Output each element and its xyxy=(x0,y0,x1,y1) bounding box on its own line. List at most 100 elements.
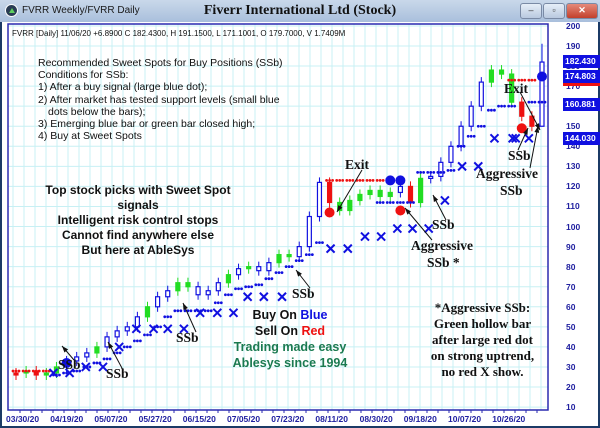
x-tick-label: 07/05/20 xyxy=(227,414,261,424)
support-dot xyxy=(456,144,460,148)
support-dot xyxy=(247,285,251,289)
support-dot xyxy=(426,170,430,174)
support-dot xyxy=(510,104,514,108)
stop-dot xyxy=(331,179,334,182)
stop-dot xyxy=(510,78,514,82)
stop-dot xyxy=(34,369,38,373)
stop-dot xyxy=(381,179,385,182)
buy-line: Buy On Blue xyxy=(225,307,355,323)
price-bar xyxy=(397,185,403,194)
support-dot xyxy=(244,285,248,289)
stop-dot xyxy=(365,179,369,182)
support-dot xyxy=(462,144,466,148)
y-tick-label: 40 xyxy=(566,341,576,352)
support-dot xyxy=(92,361,96,365)
arrow-head-icon xyxy=(108,342,114,349)
price-bar xyxy=(13,372,19,376)
window-caption: FVRR Weekly/FVRR Daily xyxy=(22,5,140,16)
stop-dot xyxy=(341,179,345,182)
support-dot xyxy=(224,293,227,297)
support-dot xyxy=(118,351,122,355)
price-bar xyxy=(155,296,161,308)
stop-dot xyxy=(513,78,517,82)
price-bar xyxy=(124,326,130,332)
support-dot xyxy=(416,170,420,174)
ssb-label: SSb xyxy=(292,286,315,301)
price-bar xyxy=(205,290,211,296)
arrow-head-icon xyxy=(337,205,343,212)
price-bar xyxy=(519,101,525,117)
support-dot xyxy=(466,134,470,138)
stop-dot xyxy=(11,369,15,373)
x-mark xyxy=(440,195,450,206)
x-mark xyxy=(195,308,205,318)
ssb-label: SSb xyxy=(500,183,523,198)
annotation-arrow xyxy=(336,169,363,213)
support-dot xyxy=(537,100,541,104)
y-tick-label: 150 xyxy=(566,121,581,132)
close-button[interactable]: ✕ xyxy=(566,3,598,19)
stop-dot xyxy=(335,179,339,182)
ssb-label: SSb xyxy=(106,366,129,381)
sell-line: Sell On Red xyxy=(225,323,355,339)
support-dot xyxy=(497,104,500,108)
support-dot xyxy=(381,201,385,204)
buy-sell-legend: Buy On Blue Sell On Red Trading made eas… xyxy=(225,307,355,371)
price-bar xyxy=(438,161,444,177)
price-bar xyxy=(195,286,201,296)
support-dot xyxy=(459,144,463,148)
support-dot xyxy=(58,373,61,377)
arrow-head-icon xyxy=(296,270,302,277)
support-dot xyxy=(422,170,426,174)
support-dot xyxy=(169,315,173,319)
minimize-button[interactable]: – xyxy=(520,3,542,19)
stop-dot xyxy=(375,179,379,182)
support-dot xyxy=(472,134,476,138)
ssb-label: SSb xyxy=(508,148,531,163)
x-tick-label: 03/30/20 xyxy=(6,414,40,424)
stop-dot xyxy=(14,369,18,373)
price-bar xyxy=(509,73,515,103)
stop-dot xyxy=(31,369,35,373)
support-dot xyxy=(378,201,382,204)
x-mark xyxy=(259,292,269,302)
x-tick-label: 09/18/20 xyxy=(403,414,437,424)
arrow-head-icon xyxy=(534,126,540,133)
ssb-label: SSb xyxy=(176,330,199,345)
stop-dot xyxy=(27,369,31,373)
stop-dot xyxy=(328,179,331,182)
buy-signal-dot xyxy=(385,175,396,186)
x-tick-label: 06/15/20 xyxy=(182,414,216,424)
support-dot xyxy=(209,309,213,313)
arrow-head-icon xyxy=(523,128,528,135)
note-line: after large red dot xyxy=(432,332,533,347)
price-marker-label: 174.803 xyxy=(563,70,600,87)
price-bar xyxy=(165,290,171,298)
aggressive-label: Aggressive xyxy=(476,166,538,181)
support-dot xyxy=(307,253,311,257)
chart-title: Fiverr International Ltd (Stock) xyxy=(203,3,397,18)
price-bar xyxy=(235,268,242,276)
x-mark xyxy=(392,223,403,234)
support-dot xyxy=(398,201,402,204)
support-dot xyxy=(412,201,415,204)
support-dot xyxy=(274,271,278,275)
support-dot xyxy=(115,351,119,355)
x-mark xyxy=(507,133,518,143)
support-dot xyxy=(122,345,126,349)
support-dot xyxy=(138,339,142,343)
x-tick-label: 05/07/20 xyxy=(94,414,128,424)
support-dot xyxy=(135,339,139,343)
aggressive-ssb-label: SSb * xyxy=(427,255,460,270)
note-line: on strong uptrend, xyxy=(430,348,535,363)
maximize-button[interactable]: ▫ xyxy=(543,3,565,19)
support-dot xyxy=(193,309,197,313)
price-bar xyxy=(387,191,393,198)
stop-dot xyxy=(358,179,362,182)
support-dot xyxy=(446,168,450,172)
support-dot xyxy=(419,170,423,174)
x-mark xyxy=(376,231,386,242)
support-dot xyxy=(267,277,271,281)
price-marker-label: 160.881 xyxy=(563,98,600,112)
